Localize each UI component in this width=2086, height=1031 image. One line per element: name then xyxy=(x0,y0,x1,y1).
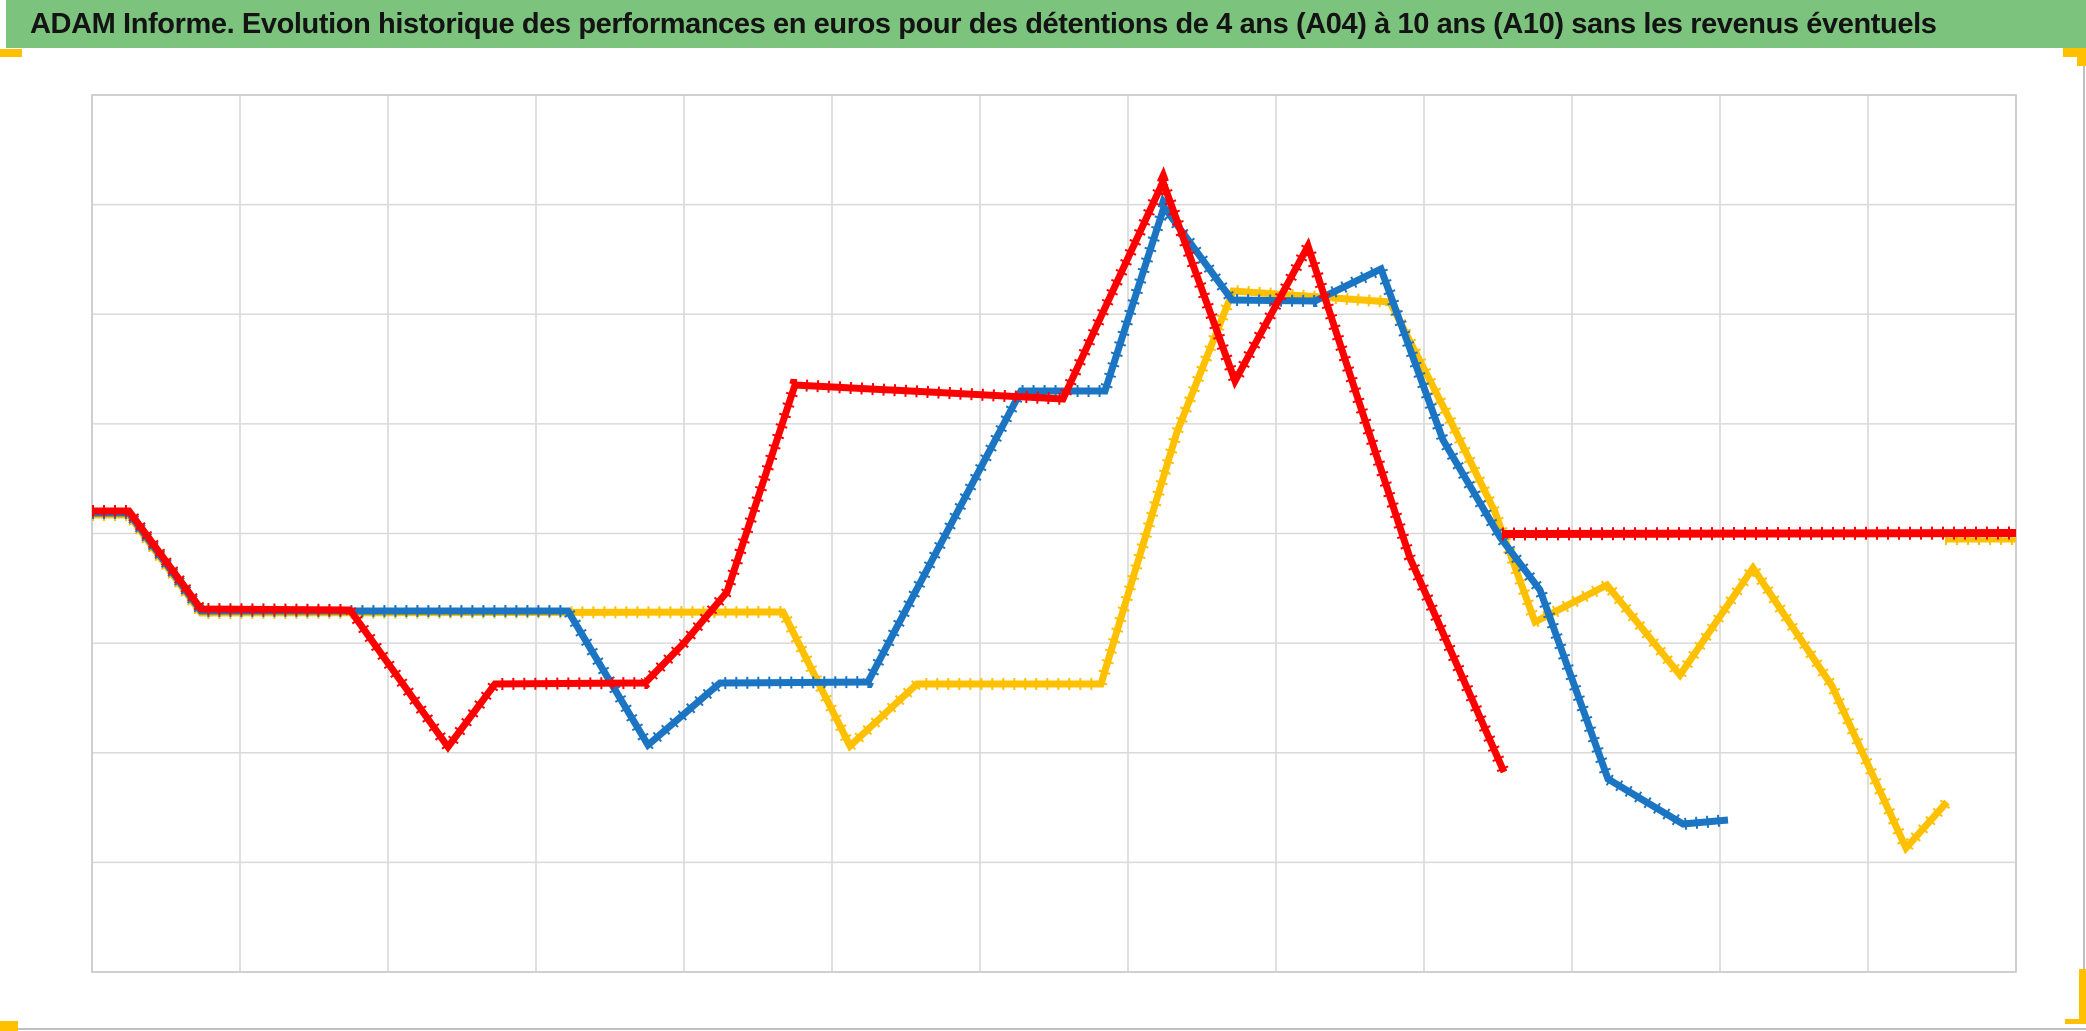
chart-title-bar: ADAM Informe. Evolution historique des p… xyxy=(6,0,2086,48)
accent-corner-top-right-vertical xyxy=(2077,48,2086,66)
accent-corner-bottom-right-vertical xyxy=(2079,969,2086,1024)
accent-corner-bottom-left xyxy=(0,1021,18,1031)
series-yellow-main xyxy=(92,284,1952,859)
performance-chart[interactable] xyxy=(0,48,2086,1031)
accent-corner-top-right xyxy=(2063,48,2086,57)
accent-corner-top-left xyxy=(0,49,22,57)
series-red-main xyxy=(92,166,1510,775)
accent-corner-bottom-right xyxy=(2065,1019,2086,1024)
chart-frame-right-border xyxy=(2083,58,2085,1020)
series-red-flat-right xyxy=(1501,526,2017,541)
chart-title: ADAM Informe. Evolution historique des p… xyxy=(30,7,1937,40)
chart-canvas xyxy=(91,94,2017,973)
series-blue-main xyxy=(92,193,1729,831)
chart-frame-bottom-border xyxy=(0,1028,2086,1030)
